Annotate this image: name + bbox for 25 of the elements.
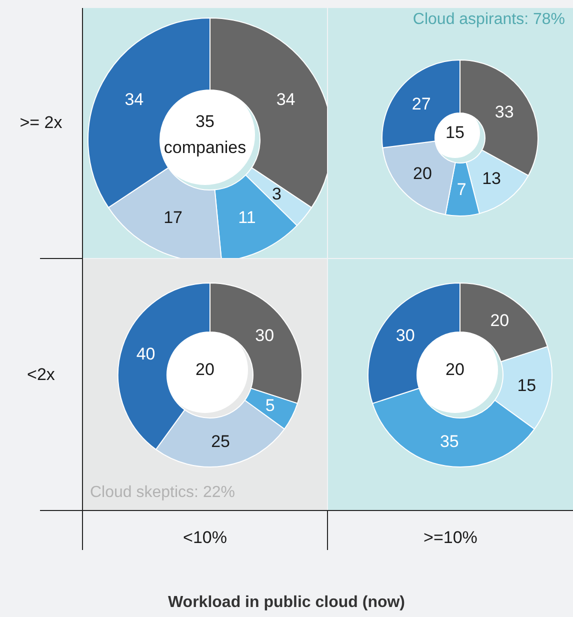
text: <2x [26, 364, 56, 384]
data-label: 27 [412, 94, 431, 114]
text: Workload in public cloud (now) [166, 594, 406, 612]
data-label: 35 [440, 432, 459, 452]
data-label: 7 [456, 180, 466, 199]
text: 20 [446, 360, 464, 379]
text: >=10% [422, 528, 478, 548]
data-label: 30 [255, 326, 274, 345]
text: Cloud aspirants: 78% [412, 11, 565, 29]
data-label: 34 [124, 90, 144, 109]
data-label: 34 [276, 90, 296, 109]
data-label: 17 [164, 208, 182, 228]
data-label: 33 [494, 102, 514, 122]
data-label: 25 [211, 432, 230, 452]
text: <10% [182, 528, 228, 548]
data-label: 5 [265, 396, 275, 416]
text: >= 2x [18, 113, 64, 133]
data-label: 3 [272, 184, 282, 204]
data-label: 20 [490, 310, 510, 330]
data-label: 13 [482, 169, 502, 188]
data-label: 11 [238, 208, 256, 228]
data-label: 15 [517, 376, 536, 396]
data-label: 20 [412, 164, 432, 183]
data-label: 40 [136, 344, 156, 364]
data-label: 30 [396, 326, 415, 345]
